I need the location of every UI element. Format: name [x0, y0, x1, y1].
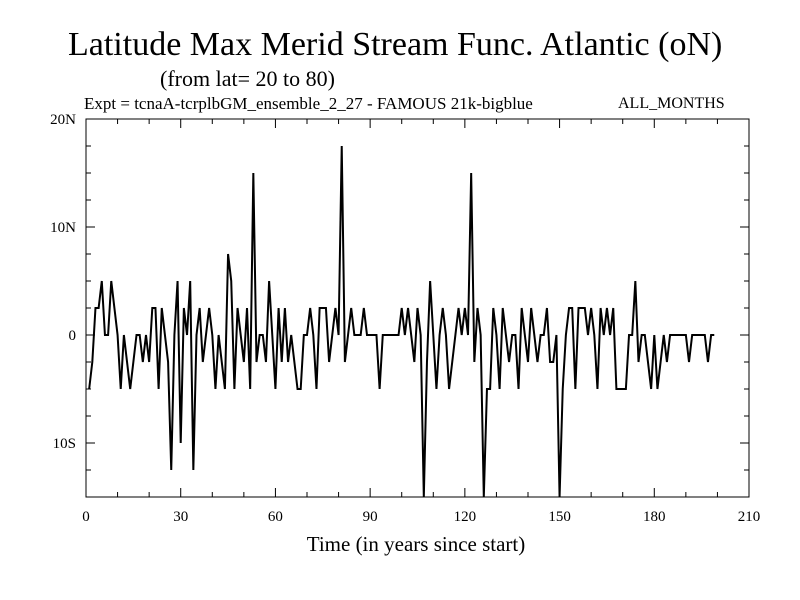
x-tick-label: 180 — [643, 509, 666, 525]
x-tick-label: 210 — [738, 509, 761, 525]
x-tick-label: 120 — [454, 509, 477, 525]
chart-title: Latitude Max Merid Stream Func. Atlantic… — [68, 26, 723, 63]
x-tick-label: 0 — [82, 509, 90, 525]
x-tick-label: 90 — [363, 509, 378, 525]
chart-subtitle: (from lat= 20 to 80) — [160, 66, 335, 91]
x-tick-label: 150 — [548, 509, 571, 525]
y-tick-label: 20N — [50, 112, 76, 128]
series-line — [88, 145, 715, 498]
y-tick-label: 10N — [50, 220, 76, 236]
axis-ticks — [85, 118, 750, 498]
tick-labels: 0 30 60 90 120 150 180 210 10S 0 10N 20N — [50, 112, 760, 525]
x-tick-label: 30 — [173, 509, 188, 525]
x-axis-label: Time (in years since start) — [306, 532, 526, 556]
x-tick-label: 60 — [268, 509, 283, 525]
y-tick-label: 10S — [53, 436, 76, 452]
months-label: ALL_MONTHS — [618, 95, 725, 112]
experiment-label: Expt = tcnaA-tcrplbGM_ensemble_2_27 - FA… — [84, 94, 533, 113]
series-group — [88, 145, 715, 498]
y-tick-label: 0 — [69, 328, 77, 344]
